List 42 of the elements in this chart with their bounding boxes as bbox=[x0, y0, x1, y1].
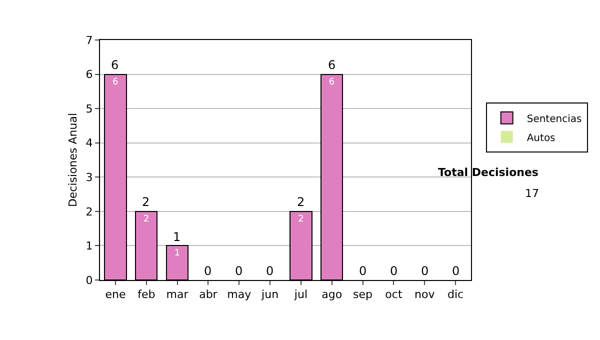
x-tick-label: may bbox=[227, 288, 252, 302]
x-tick-label: mar bbox=[166, 288, 189, 302]
y-tick-label: 2 bbox=[86, 205, 93, 218]
total-label: 0 bbox=[421, 264, 429, 278]
total-label: 0 bbox=[266, 264, 274, 278]
total-label: 6 bbox=[328, 58, 336, 72]
total-label: 0 bbox=[204, 264, 212, 278]
y-tick-label: 7 bbox=[86, 34, 93, 47]
x-tick-label: dic bbox=[447, 288, 464, 302]
x-tick-label: feb bbox=[138, 288, 156, 302]
total-label: 2 bbox=[297, 195, 305, 209]
y-tick-label: 6 bbox=[86, 68, 93, 82]
total-label: 0 bbox=[452, 264, 460, 278]
x-tick-label: ene bbox=[105, 288, 126, 302]
y-axis-title: Decisiones Anual bbox=[66, 112, 80, 208]
x-tick-label: sep bbox=[353, 288, 373, 302]
x-tick-label: ago bbox=[322, 288, 342, 302]
y-tick-label: 0 bbox=[86, 274, 93, 287]
x-tick-label: abr bbox=[199, 288, 218, 302]
data-label: 2 bbox=[144, 214, 150, 224]
data-label: 1 bbox=[174, 248, 180, 259]
y-tick-label: 4 bbox=[86, 136, 93, 150]
total-label: 1 bbox=[173, 230, 181, 244]
x-tick-label: oct bbox=[385, 288, 403, 302]
x-tick-label: nov bbox=[414, 288, 436, 302]
annotation: Total Decisiones bbox=[438, 166, 539, 179]
data-label: 6 bbox=[112, 77, 118, 88]
total-label: 0 bbox=[390, 264, 398, 278]
legend-label: Sentencias bbox=[526, 114, 582, 125]
y-tick-label: 5 bbox=[86, 102, 93, 116]
data-label: 6 bbox=[328, 77, 335, 88]
total-label: 2 bbox=[142, 195, 150, 209]
data-label: 2 bbox=[298, 214, 304, 224]
x-tick-label: jul bbox=[293, 288, 308, 302]
total-label: 0 bbox=[359, 264, 367, 278]
x-tick-label: jun bbox=[260, 288, 279, 302]
y-tick-label: 3 bbox=[86, 170, 93, 184]
y-tick-label: 1 bbox=[86, 240, 93, 253]
total-label: 6 bbox=[111, 58, 119, 72]
text: 17 bbox=[525, 187, 539, 200]
total-label: 0 bbox=[235, 264, 243, 278]
legend-label: Autos bbox=[526, 132, 556, 144]
